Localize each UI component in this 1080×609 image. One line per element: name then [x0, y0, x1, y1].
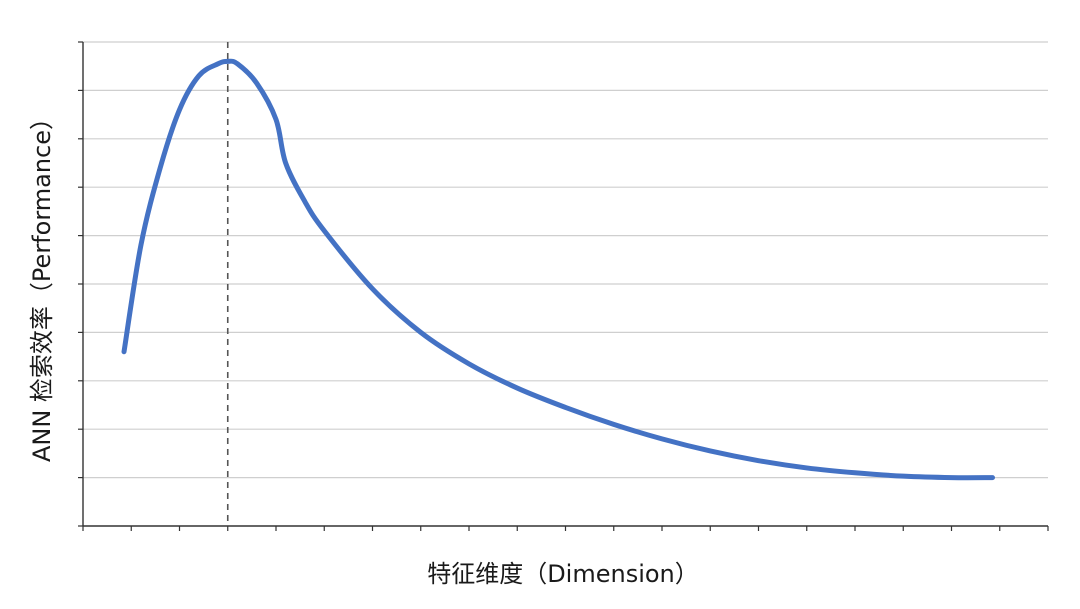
- grid-lines: [83, 41, 1048, 479]
- y-axis-label: ANN 检索效率（Performance）: [28, 106, 56, 462]
- series-group: [121, 58, 996, 481]
- series-line: [121, 58, 996, 481]
- x-axis-label: 特征维度（Dimension）: [427, 560, 699, 588]
- tick-marks: [78, 41, 1049, 531]
